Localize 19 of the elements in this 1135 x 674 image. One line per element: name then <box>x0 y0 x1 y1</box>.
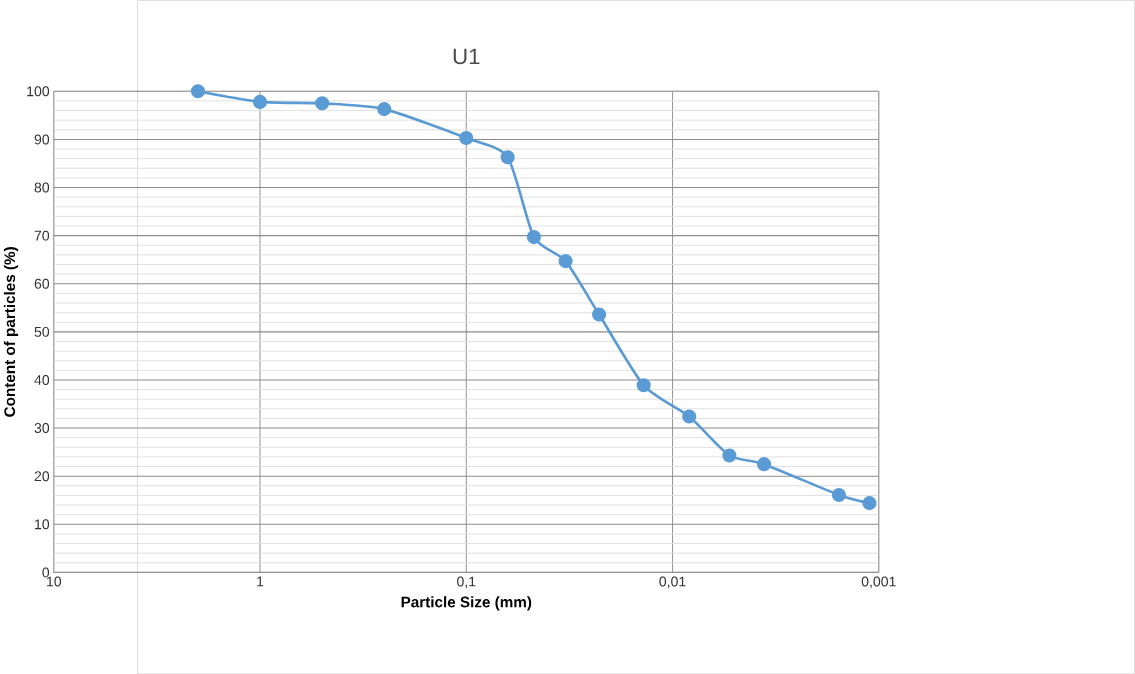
x-tick-label: 10 <box>47 576 62 587</box>
x-axis-title: Particle Size (mm) <box>401 596 532 611</box>
y-axis-title: Content of particles (%) <box>3 246 19 417</box>
x-tick-label: 0,01 <box>659 576 686 589</box>
y-tick-label: 40 <box>34 374 50 385</box>
chart-title: U1 <box>453 48 480 65</box>
x-tick-label: 1 <box>257 576 264 587</box>
y-tick-label: 50 <box>34 326 50 337</box>
y-tick-label: 30 <box>34 422 50 433</box>
y-tick-label: 100 <box>27 86 50 97</box>
x-tick-label: 0,1 <box>457 576 476 589</box>
x-tick-label: 0,001 <box>861 576 896 589</box>
y-tick-label: 80 <box>34 182 50 193</box>
y-tick-label: 90 <box>34 134 50 145</box>
y-tick-label: 20 <box>34 471 50 482</box>
y-tick-label: 0 <box>42 567 50 578</box>
y-tick-label: 60 <box>34 278 50 289</box>
y-tick-label: 10 <box>35 519 50 530</box>
y-tick-label: 70 <box>34 230 50 241</box>
